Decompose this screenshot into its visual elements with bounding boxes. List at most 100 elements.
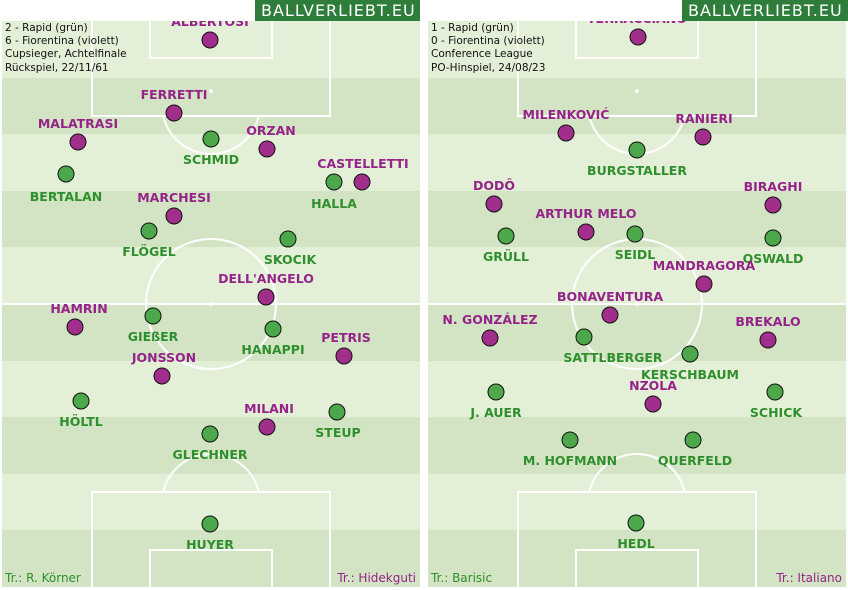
player-name: BONAVENTURA bbox=[556, 289, 664, 304]
player-marker bbox=[201, 515, 219, 533]
pitch-left: 2 - Rapid (grün) 6 - Fiorentina (violett)… bbox=[2, 21, 420, 587]
player-name: HUYER bbox=[186, 537, 234, 552]
player-name: QUERFELD bbox=[657, 453, 733, 468]
player-marker bbox=[759, 331, 777, 349]
player-name: FLÖGEL bbox=[122, 244, 176, 259]
player-marker bbox=[764, 229, 782, 247]
player-marker bbox=[601, 306, 619, 324]
match-info-line: 0 - Fiorentina (violett) bbox=[431, 35, 545, 48]
bottom-goal-box bbox=[149, 549, 273, 587]
player-name: STEUP bbox=[315, 425, 361, 440]
player-marker bbox=[628, 141, 646, 159]
player-name: HANAPPI bbox=[241, 342, 305, 357]
coach-green: Tr.: Barisic bbox=[431, 571, 493, 585]
player-marker bbox=[629, 28, 647, 46]
player-name: HAMRIN bbox=[50, 301, 108, 316]
player-name: HÖLTL bbox=[59, 414, 103, 429]
player-marker bbox=[644, 395, 662, 413]
player-marker bbox=[497, 227, 515, 245]
player-marker bbox=[72, 392, 90, 410]
player-marker bbox=[764, 196, 782, 214]
player-name: JONSSON bbox=[131, 350, 197, 365]
player-marker bbox=[257, 288, 275, 306]
bottom-goal-box bbox=[575, 549, 699, 587]
player-marker bbox=[561, 431, 579, 449]
player-marker bbox=[766, 383, 784, 401]
player-marker bbox=[264, 320, 282, 338]
match-info-line: 1 - Rapid (grün) bbox=[431, 22, 514, 34]
pitch-stripe bbox=[428, 530, 846, 587]
player-name: MANDRAGORA bbox=[652, 258, 756, 273]
pitch-right: 1 - Rapid (grün) 0 - Fiorentina (violett)… bbox=[428, 21, 846, 587]
player-name: BIRAGHI bbox=[743, 179, 803, 194]
player-name: ALBERTOSI bbox=[171, 21, 249, 29]
pitch-stripe bbox=[2, 530, 420, 587]
bottom-penalty-box bbox=[517, 491, 757, 587]
player-name: SKOCIK bbox=[263, 252, 317, 267]
player-marker bbox=[353, 173, 371, 191]
player-marker bbox=[557, 124, 575, 142]
player-name: FERRETTI bbox=[140, 87, 208, 102]
player-name: SEIDL bbox=[614, 247, 656, 262]
player-name: GLECHNER bbox=[172, 447, 248, 462]
player-marker bbox=[279, 230, 297, 248]
player-name: HEDL bbox=[617, 536, 655, 551]
player-marker bbox=[626, 225, 644, 243]
match-info-line: 2 - Rapid (grün) bbox=[5, 22, 88, 34]
top-penalty-box bbox=[517, 21, 757, 117]
player-marker bbox=[681, 345, 699, 363]
match-info-line: Cupsieger, Achtelfinale bbox=[5, 48, 127, 61]
player-name: N. GONZÁLEZ bbox=[442, 312, 538, 327]
player-marker bbox=[694, 128, 712, 146]
player-name: ORZAN bbox=[246, 123, 296, 138]
top-penalty-spot bbox=[209, 89, 213, 93]
coach-violet: Tr.: Italiano bbox=[776, 571, 842, 585]
center-spot bbox=[635, 302, 639, 306]
bottom-penalty-box bbox=[91, 491, 331, 587]
player-marker bbox=[165, 104, 183, 122]
player-name: TERRACCIANO bbox=[587, 21, 687, 26]
player-name: CASTELLETTI bbox=[317, 156, 409, 171]
player-name: RANIERI bbox=[675, 111, 733, 126]
player-name: BURGSTALLER bbox=[587, 163, 687, 178]
player-marker bbox=[485, 195, 503, 213]
player-marker bbox=[153, 367, 171, 385]
top-goal-box bbox=[149, 21, 273, 59]
player-marker bbox=[684, 431, 702, 449]
match-info: 2 - Rapid (grün) 6 - Fiorentina (violett)… bbox=[5, 22, 127, 75]
player-marker bbox=[69, 133, 87, 151]
brand-label-left: BALLVERLIEBT.EU bbox=[255, 0, 420, 21]
bottom-penalty-arc bbox=[161, 451, 261, 491]
player-name: MILANI bbox=[244, 401, 294, 416]
match-info-line: PO-Hinspiel, 24/08/23 bbox=[431, 61, 546, 74]
player-marker bbox=[575, 328, 593, 346]
player-marker bbox=[335, 347, 353, 365]
coach-green: Tr.: R. Körner bbox=[5, 571, 81, 585]
player-marker bbox=[695, 275, 713, 293]
bottom-penalty-arc bbox=[587, 451, 687, 491]
player-marker bbox=[201, 425, 219, 443]
player-name: ARTHUR MELO bbox=[535, 206, 637, 221]
match-info-line: Conference League bbox=[431, 48, 533, 61]
player-marker bbox=[258, 140, 276, 158]
top-penalty-spot bbox=[635, 89, 639, 93]
player-name: OSWALD bbox=[742, 251, 804, 266]
player-marker bbox=[258, 418, 276, 436]
player-name: DELL'ANGELO bbox=[218, 271, 314, 286]
player-marker bbox=[325, 173, 343, 191]
player-name: DODÔ bbox=[472, 178, 516, 193]
top-goal-box bbox=[575, 21, 699, 59]
player-name: HALLA bbox=[311, 196, 357, 211]
player-name: J. AUER bbox=[470, 405, 522, 420]
player-marker bbox=[481, 329, 499, 347]
player-marker bbox=[487, 383, 505, 401]
match-info-line: 6 - Fiorentina (violett) bbox=[5, 35, 119, 48]
player-name: MILENKOVIĆ bbox=[522, 107, 610, 122]
player-marker bbox=[140, 222, 158, 240]
pitch-stripe bbox=[2, 21, 420, 79]
center-spot bbox=[209, 302, 213, 306]
player-name: SATTLBERGER bbox=[563, 350, 663, 365]
player-name: MARCHESI bbox=[137, 190, 211, 205]
player-name: KERSCHBAUM bbox=[641, 367, 739, 382]
brand-label-right: BALLVERLIEBT.EU bbox=[682, 0, 848, 21]
